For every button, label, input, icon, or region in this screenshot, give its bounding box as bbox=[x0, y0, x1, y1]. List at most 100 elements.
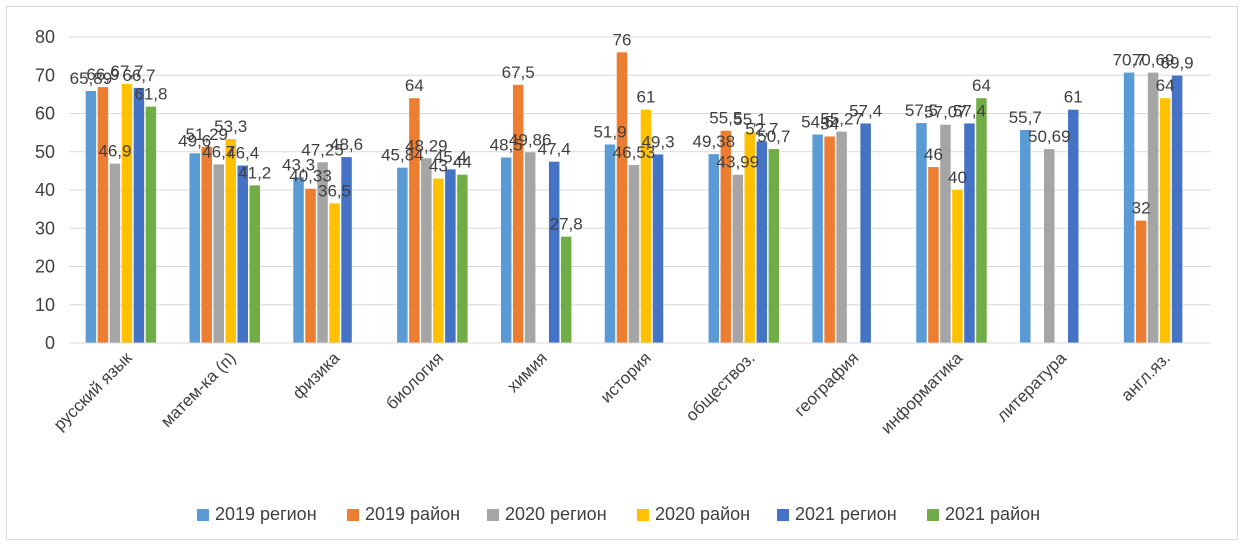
data-label: 61 bbox=[637, 88, 656, 107]
data-label: 43,3 bbox=[282, 155, 315, 174]
data-label: 47,25 bbox=[301, 140, 344, 159]
data-label: 51,29 bbox=[185, 125, 228, 144]
y-axis: 0 10 20 30 40 50 60 70 80 bbox=[35, 27, 55, 353]
x-tick-label: география bbox=[791, 348, 863, 420]
data-label: 43,99 bbox=[717, 153, 760, 172]
legend-label: 2021 район bbox=[945, 504, 1040, 524]
x-tick-label: химия bbox=[503, 348, 551, 396]
bar bbox=[1147, 72, 1159, 343]
data-label: 57,4 bbox=[953, 101, 986, 120]
data-label: 50,7 bbox=[757, 127, 790, 146]
bar bbox=[744, 132, 756, 343]
data-label: 57,07 bbox=[924, 103, 967, 122]
data-label: 40 bbox=[948, 168, 967, 187]
bar bbox=[341, 157, 352, 343]
legend-swatch bbox=[637, 509, 649, 521]
legend-swatch bbox=[197, 509, 209, 521]
data-label: 49,6 bbox=[178, 131, 211, 150]
data-label: 48,6 bbox=[330, 135, 363, 154]
data-label: 48,29 bbox=[405, 136, 448, 155]
data-label: 55,1 bbox=[733, 110, 766, 129]
x-tick-label: история bbox=[597, 348, 655, 406]
data-label: 67,5 bbox=[502, 63, 535, 82]
y-tick-label: 60 bbox=[35, 104, 55, 124]
data-label: 27,8 bbox=[550, 215, 583, 234]
y-tick-label: 10 bbox=[35, 295, 55, 315]
data-label: 54,5 bbox=[801, 113, 834, 132]
data-label: 50,69 bbox=[1028, 127, 1071, 146]
bar bbox=[560, 236, 572, 343]
bar bbox=[708, 154, 720, 343]
bar bbox=[97, 87, 109, 343]
bar bbox=[317, 162, 328, 343]
bar bbox=[249, 185, 260, 343]
data-label: 64 bbox=[1156, 76, 1175, 95]
legend-label: 2019 регион bbox=[215, 504, 317, 524]
data-label: 47,4 bbox=[538, 140, 571, 159]
bar bbox=[976, 98, 987, 343]
data-label: 61,8 bbox=[134, 85, 167, 104]
bar bbox=[85, 90, 97, 343]
chart-frame: 0 10 20 30 40 50 60 70 80 65,89 66,9 46,9 67,7 66,7 6… bbox=[6, 6, 1238, 540]
bar bbox=[329, 203, 340, 343]
bar bbox=[756, 141, 768, 343]
y-tick-label: 30 bbox=[35, 218, 55, 238]
x-tick-label: физика bbox=[289, 348, 344, 403]
bar bbox=[397, 167, 408, 343]
bar bbox=[616, 52, 628, 344]
bar bbox=[952, 190, 963, 343]
data-label: 46,4 bbox=[226, 144, 259, 163]
x-tick-label: русский язык bbox=[50, 348, 136, 434]
legend-swatch bbox=[347, 509, 359, 521]
data-label: 70,7 bbox=[1113, 51, 1146, 70]
data-label: 55,5 bbox=[709, 109, 742, 128]
bar bbox=[421, 158, 432, 343]
bar bbox=[213, 164, 224, 343]
data-label: 32 bbox=[1132, 199, 1151, 218]
bar bbox=[109, 163, 121, 343]
data-label: 46,9 bbox=[98, 142, 131, 161]
y-tick-label: 80 bbox=[35, 27, 55, 47]
bar bbox=[940, 124, 951, 344]
data-label: 52,7 bbox=[745, 119, 778, 138]
data-label: 66,9 bbox=[86, 65, 119, 84]
data-label: 54 bbox=[820, 114, 839, 133]
legend: 2019 регион 2019 район 2020 регион 2020 рай… bbox=[197, 504, 1040, 524]
data-label: 64 bbox=[405, 76, 424, 95]
data-label: 40,33 bbox=[289, 167, 332, 186]
bar bbox=[433, 178, 444, 343]
data-label: 45,4 bbox=[434, 147, 467, 166]
data-label: 48,5 bbox=[490, 135, 523, 154]
y-tick-label: 50 bbox=[35, 142, 55, 162]
bar bbox=[445, 169, 456, 343]
x-tick-label: англ.яз. bbox=[1117, 348, 1174, 405]
bar bbox=[860, 123, 871, 343]
data-label: 66,7 bbox=[122, 66, 155, 85]
data-label: 46,7 bbox=[202, 142, 235, 161]
data-label: 53,3 bbox=[214, 117, 247, 136]
data-label: 46,53 bbox=[613, 143, 656, 162]
data-label: 67,7 bbox=[110, 62, 143, 81]
data-label: 76 bbox=[613, 30, 632, 49]
data-label: 49,38 bbox=[693, 132, 736, 151]
bar bbox=[1135, 220, 1147, 343]
data-label: 49,86 bbox=[509, 130, 552, 149]
data-label: 64 bbox=[972, 76, 991, 95]
bar bbox=[121, 84, 133, 344]
bars bbox=[85, 52, 1183, 344]
data-label: 46 bbox=[924, 145, 943, 164]
data-label: 44 bbox=[453, 153, 472, 172]
bar bbox=[720, 130, 732, 343]
bar bbox=[928, 167, 939, 343]
bar bbox=[1068, 109, 1079, 343]
x-axis: русский язык матем-ка (п) физика биология хи… bbox=[50, 342, 1211, 438]
legend-swatch bbox=[927, 509, 939, 521]
legend-label: 2020 регион bbox=[505, 504, 607, 524]
bar bbox=[500, 157, 512, 343]
data-label: 36,5 bbox=[318, 181, 351, 200]
bar bbox=[1020, 129, 1031, 343]
bar bbox=[732, 174, 744, 343]
bar bbox=[1171, 75, 1183, 343]
